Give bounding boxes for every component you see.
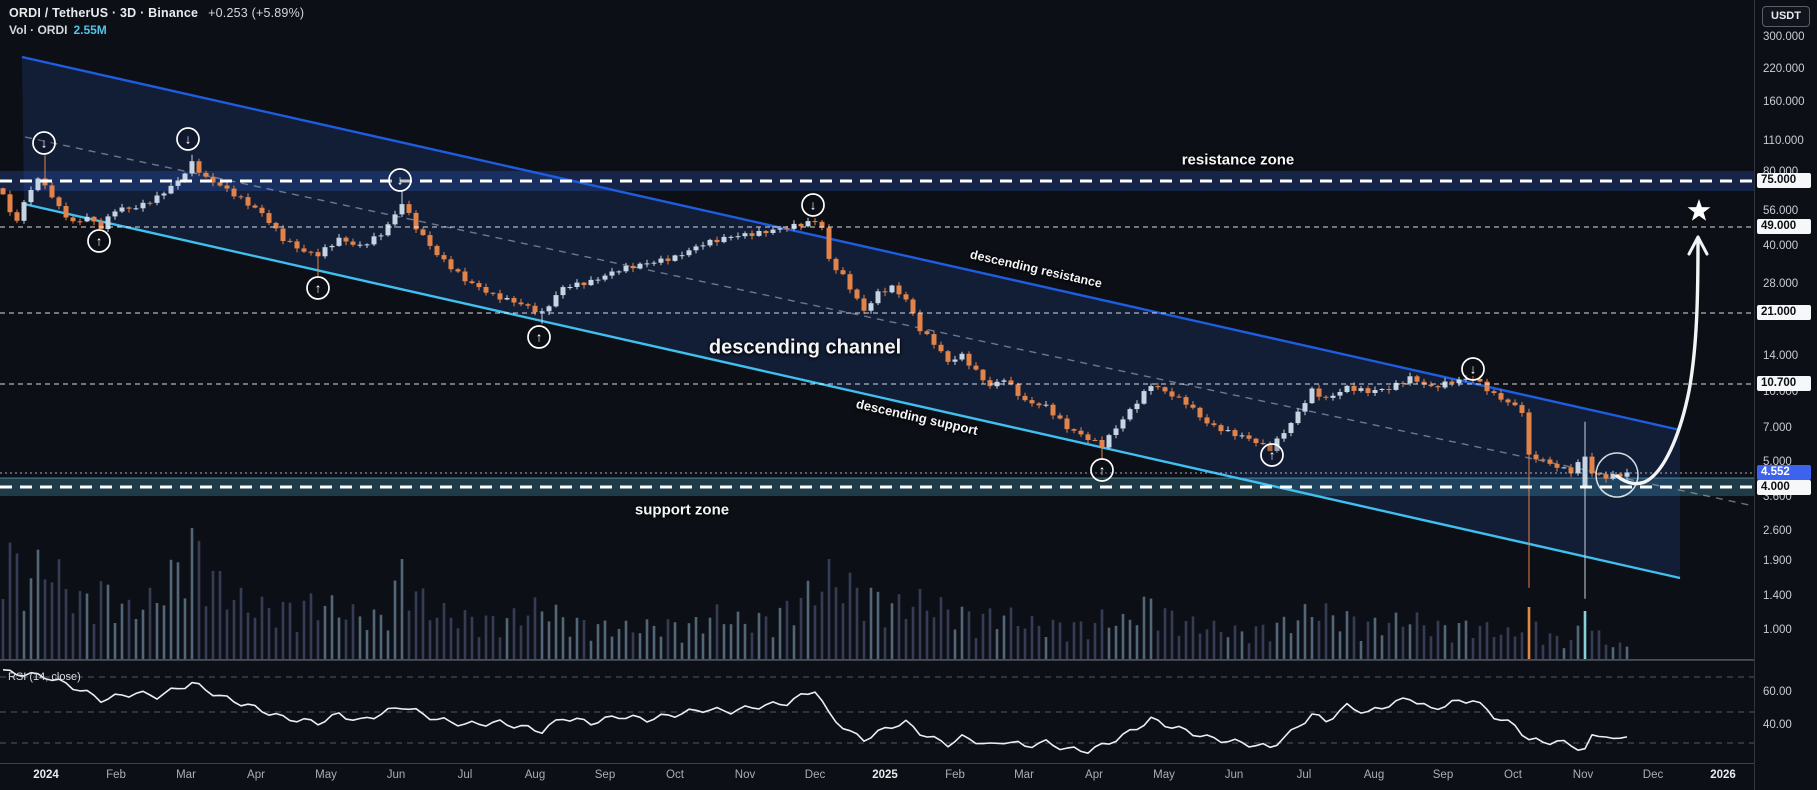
arrow-up-icon: ↑ [1269, 448, 1276, 463]
time-label-2024: 2024 [33, 769, 59, 781]
candlestick-series [0, 154, 1630, 599]
price-tick-110.000: 110.000 [1763, 135, 1804, 147]
time-label-May: May [1153, 769, 1175, 781]
price-tick-7.000: 7.000 [1763, 422, 1792, 434]
price-tick-56.000: 56.000 [1763, 205, 1799, 217]
time-label-2025: 2025 [872, 769, 898, 781]
rsi-tick-60.00: 60.00 [1763, 686, 1792, 698]
price-tick-1.400: 1.400 [1763, 590, 1792, 602]
price-tick-1.900: 1.900 [1763, 555, 1792, 567]
price-label-49.000: 49.000 [1757, 219, 1811, 234]
signal-marker-up[interactable]: ↑ [1260, 443, 1284, 467]
time-label-Sep: Sep [1432, 769, 1454, 781]
time-label-Aug: Aug [524, 769, 546, 781]
arrow-up-icon: ↑ [96, 234, 103, 249]
currency-toggle-button[interactable]: USDT [1762, 6, 1810, 27]
arrow-down-icon: ↓ [185, 132, 192, 147]
price-change: +0.253 (+5.89%) [208, 6, 305, 20]
arrow-up-icon: ↑ [1099, 463, 1106, 478]
time-label-Oct: Oct [1504, 769, 1522, 781]
time-axis-separator [0, 763, 1754, 764]
chart-plot-area[interactable]: ↓ ↓ ↑ ↑ ↓ ↑ ↓ ↑ ↑ ↓ ORDI / TetherUS · 3D · Binanc… [0, 0, 1754, 790]
arrow-down-icon: ↓ [1470, 362, 1477, 377]
time-label-Nov: Nov [734, 769, 756, 781]
time-label-Dec: Dec [804, 769, 826, 781]
time-label-Nov: Nov [1572, 769, 1594, 781]
volume-label[interactable]: Vol · ORDI [9, 23, 68, 37]
price-chart-canvas[interactable]: ↓ ↓ ↑ ↑ ↓ ↑ ↓ ↑ ↑ ↓ [0, 0, 1754, 763]
time-label-Jun: Jun [1224, 769, 1244, 781]
volume-bars [1, 528, 1629, 659]
time-label-Aug: Aug [1363, 769, 1385, 781]
rsi-pane-separator[interactable] [0, 660, 1754, 661]
rsi-line [2, 669, 1628, 755]
descending-support-line[interactable] [23, 202, 1681, 580]
time-label-May: May [315, 769, 337, 781]
price-label-21.000: 21.000 [1757, 305, 1811, 320]
price-axis[interactable]: USDT 300.000 220.000 160.000 110.000 80.000 5… [1754, 0, 1817, 790]
time-axis[interactable]: 2024 Feb Mar Apr May Jun Jul Aug Sep Oct Nov Dec 202… [0, 763, 1754, 790]
price-tick-220.000: 220.000 [1763, 63, 1805, 75]
time-label-Oct: Oct [666, 769, 684, 781]
resistance-zone-band [0, 171, 1754, 191]
price-tick-14.000: 14.000 [1763, 350, 1799, 362]
price-tick-40.000: 40.000 [1763, 240, 1799, 252]
arrow-down-icon: ↓ [810, 198, 817, 213]
time-label-Apr: Apr [1085, 769, 1103, 781]
signal-marker-up[interactable]: ↑ [1090, 458, 1114, 482]
signal-marker-down[interactable]: ↓ [388, 168, 412, 192]
price-tick-1.000: 1.000 [1763, 624, 1792, 636]
time-label-Jul: Jul [457, 769, 473, 781]
price-tick-2.600: 2.600 [1763, 525, 1792, 537]
highlight-circle[interactable] [1595, 452, 1639, 498]
time-label-Sep: Sep [594, 769, 616, 781]
signal-marker-up[interactable]: ↑ [87, 229, 111, 253]
arrowhead-icon [1687, 235, 1709, 256]
rsi-tick-40.00: 40.00 [1763, 719, 1792, 731]
symbol-title[interactable]: ORDI / TetherUS · 3D · Binance [9, 6, 199, 20]
descending-resistance-line[interactable] [21, 55, 1681, 432]
signal-marker-down[interactable]: ↓ [32, 131, 56, 155]
arrow-up-icon: ↑ [315, 281, 322, 296]
price-label-4.552: 4.552 [1757, 465, 1811, 480]
projection-arrow[interactable] [1615, 238, 1700, 486]
time-label-Dec: Dec [1642, 769, 1664, 781]
volume-value: 2.55M [73, 23, 107, 37]
price-tick-160.000: 160.000 [1763, 96, 1805, 108]
arrow-down-icon: ↓ [397, 173, 404, 188]
signal-marker-down[interactable]: ↓ [801, 193, 825, 217]
time-label-Apr: Apr [247, 769, 265, 781]
time-label-Mar: Mar [1014, 769, 1034, 781]
arrow-down-icon: ↓ [41, 136, 48, 151]
descending-channel-fill [22, 57, 1680, 578]
star-target-icon[interactable] [1687, 199, 1711, 221]
price-label-4.000: 4.000 [1757, 480, 1811, 495]
rsi-indicator-label[interactable]: RSI (14, close) [8, 671, 81, 683]
support-zone-band [0, 478, 1754, 496]
signal-marker-up[interactable]: ↑ [306, 276, 330, 300]
signal-marker-up[interactable]: ↑ [527, 325, 551, 349]
price-tick-28.000: 28.000 [1763, 278, 1799, 290]
time-label-2026: 2026 [1710, 769, 1736, 781]
channel-midline[interactable] [24, 136, 1754, 507]
signal-marker-down[interactable]: ↓ [176, 127, 200, 151]
time-label-Jul: Jul [1296, 769, 1312, 781]
time-label-Feb: Feb [106, 769, 126, 781]
price-label-10.700: 10.700 [1757, 376, 1811, 391]
price-tick-300.000: 300.000 [1763, 31, 1805, 43]
time-label-Mar: Mar [176, 769, 196, 781]
signal-marker-down[interactable]: ↓ [1461, 357, 1485, 381]
price-label-75.000: 75.000 [1757, 173, 1811, 188]
symbol-legend: ORDI / TetherUS · 3D · Binance +0.253 (+5… [9, 6, 304, 37]
time-label-Feb: Feb [945, 769, 965, 781]
arrow-up-icon: ↑ [536, 330, 543, 345]
time-label-Jun: Jun [386, 769, 406, 781]
